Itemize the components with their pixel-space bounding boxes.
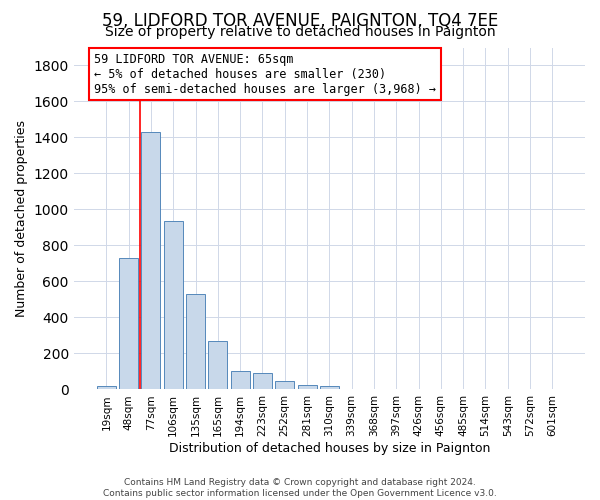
Text: Size of property relative to detached houses in Paignton: Size of property relative to detached ho…	[104, 25, 496, 39]
Bar	[97, 386, 116, 390]
Text: Contains HM Land Registry data © Crown copyright and database right 2024.
Contai: Contains HM Land Registry data © Crown c…	[103, 478, 497, 498]
Bar	[230, 371, 250, 390]
X-axis label: Distribution of detached houses by size in Paignton: Distribution of detached houses by size …	[169, 442, 490, 455]
Bar	[142, 132, 160, 390]
Text: 59, LIDFORD TOR AVENUE, PAIGNTON, TQ4 7EE: 59, LIDFORD TOR AVENUE, PAIGNTON, TQ4 7E…	[102, 12, 498, 30]
Bar	[164, 221, 183, 390]
Bar	[320, 386, 339, 390]
Text: 59 LIDFORD TOR AVENUE: 65sqm
← 5% of detached houses are smaller (230)
95% of se: 59 LIDFORD TOR AVENUE: 65sqm ← 5% of det…	[94, 52, 436, 96]
Bar	[119, 258, 138, 390]
Y-axis label: Number of detached properties: Number of detached properties	[15, 120, 28, 317]
Bar	[253, 374, 272, 390]
Bar	[208, 341, 227, 390]
Bar	[186, 294, 205, 390]
Bar	[298, 384, 317, 390]
Bar	[364, 389, 383, 390]
Bar	[342, 388, 361, 390]
Bar	[275, 381, 294, 390]
